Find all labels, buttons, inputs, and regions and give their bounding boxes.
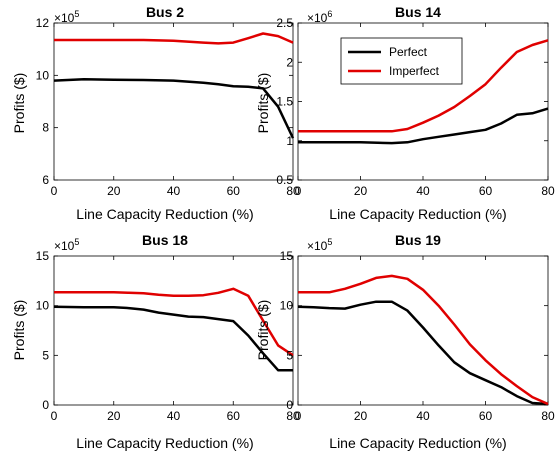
y-multiplier-base: ×10 xyxy=(307,11,328,25)
y-tick-label: 15 xyxy=(280,249,294,263)
x-tick-label: 40 xyxy=(416,409,430,423)
y-axis-label: Profits ($) xyxy=(11,73,27,134)
series-line-imperfect xyxy=(298,274,549,406)
legend: Perfect Imperfect xyxy=(340,37,463,85)
x-tick-label: 60 xyxy=(479,409,493,423)
y-tick-label: 10 xyxy=(280,299,294,313)
x-tick-label: 60 xyxy=(227,409,241,423)
x-tick-label: 20 xyxy=(107,184,121,198)
series-line-imperfect xyxy=(54,32,294,45)
y-tick-label: 0.5 xyxy=(276,173,293,187)
y-multiplier: ×106 xyxy=(307,9,332,25)
y-tick-label: 2.5 xyxy=(276,16,293,30)
y-tick-label: 10 xyxy=(36,68,50,82)
subplot-bus-2: Bus 2 ×105 Line Capacity Reduction (%) P… xyxy=(11,4,300,222)
y-tick-label: 10 xyxy=(36,299,50,313)
y-tick-label: 6 xyxy=(42,173,49,187)
y-tick-label: 0 xyxy=(42,398,49,412)
chart-title: Bus 19 xyxy=(395,232,441,248)
x-tick-label: 80 xyxy=(541,184,555,198)
x-tick-label: 60 xyxy=(479,184,493,198)
series-line-perfect xyxy=(297,300,549,406)
series-line-perfect xyxy=(53,305,293,372)
y-multiplier-exp: 6 xyxy=(327,9,332,19)
series-line-perfect xyxy=(53,78,295,139)
x-tick-label: 40 xyxy=(167,409,181,423)
x-tick-label: 80 xyxy=(286,409,300,423)
x-tick-label: 0 xyxy=(51,409,58,423)
y-tick-label: 1.5 xyxy=(276,95,293,109)
x-axis-label: Line Capacity Reduction (%) xyxy=(76,206,253,222)
x-tick-label: 60 xyxy=(227,184,241,198)
x-tick-label: 0 xyxy=(295,409,302,423)
subplot-bus-18: Bus 18 ×105 Line Capacity Reduction (%) … xyxy=(11,232,300,451)
x-tick-label: 80 xyxy=(286,184,300,198)
x-tick-label: 40 xyxy=(167,184,181,198)
y-axis-label: Profits ($) xyxy=(255,73,271,134)
y-axis-label: Profits ($) xyxy=(255,300,271,361)
x-tick-label: 0 xyxy=(295,184,302,198)
plot-area xyxy=(53,255,294,406)
y-multiplier-exp: 5 xyxy=(74,9,79,19)
chart-title: Bus 2 xyxy=(146,4,184,20)
legend-box xyxy=(340,37,463,85)
y-tick-label: 12 xyxy=(36,16,50,30)
legend-entry-imperfect: Imperfect xyxy=(389,64,440,78)
y-tick-label: 5 xyxy=(42,348,49,362)
y-multiplier-base: ×10 xyxy=(54,11,75,25)
y-tick-label: 5 xyxy=(286,348,293,362)
y-axis-label: Profits ($) xyxy=(11,300,27,361)
y-multiplier-exp: 5 xyxy=(327,237,332,247)
subplot-bus-14: Bus 14 ×106 Line Capacity Reduction (%) … xyxy=(255,4,555,222)
series-line-perfect xyxy=(298,107,549,145)
y-multiplier-base: ×10 xyxy=(307,239,328,253)
y-tick-label: 8 xyxy=(42,121,49,135)
y-tick-label: 0 xyxy=(286,398,293,412)
series-line-imperfect xyxy=(54,287,294,357)
chart-title: Bus 14 xyxy=(395,4,441,20)
y-tick-label: 15 xyxy=(36,249,50,263)
y-tick-label: 1 xyxy=(286,134,293,148)
x-tick-label: 20 xyxy=(354,409,368,423)
x-axis-label: Line Capacity Reduction (%) xyxy=(329,206,506,222)
y-multiplier: ×105 xyxy=(54,237,79,253)
x-tick-label: 80 xyxy=(541,409,555,423)
chart-title: Bus 18 xyxy=(142,232,188,248)
x-axis-label: Line Capacity Reduction (%) xyxy=(76,435,253,451)
series-line-imperfect xyxy=(298,39,549,133)
x-axis-label: Line Capacity Reduction (%) xyxy=(329,435,506,451)
y-multiplier-exp: 5 xyxy=(74,237,79,247)
x-tick-label: 40 xyxy=(416,184,430,198)
x-tick-label: 0 xyxy=(51,184,58,198)
plot-area xyxy=(53,22,294,181)
y-multiplier-base: ×10 xyxy=(54,239,75,253)
x-tick-label: 20 xyxy=(354,184,368,198)
y-multiplier: ×105 xyxy=(54,9,79,25)
x-tick-label: 20 xyxy=(107,409,121,423)
y-multiplier: ×105 xyxy=(307,237,332,253)
legend-entry-perfect: Perfect xyxy=(389,45,428,59)
y-tick-label: 2 xyxy=(286,55,293,69)
subplot-bus-19: Bus 19 ×105 Line Capacity Reduction (%) … xyxy=(255,232,555,451)
